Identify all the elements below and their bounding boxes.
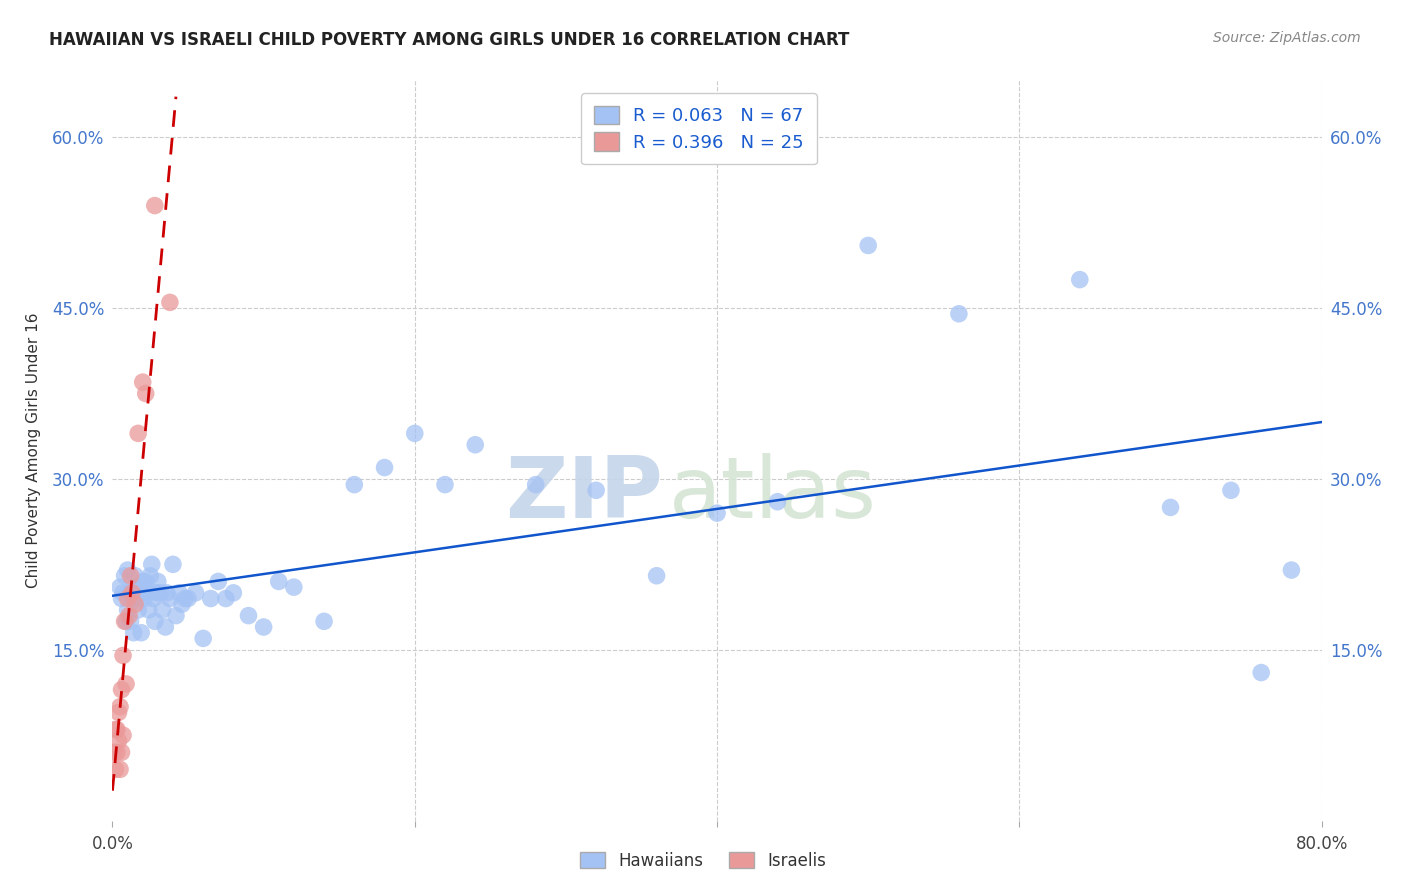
Y-axis label: Child Poverty Among Girls Under 16: Child Poverty Among Girls Under 16 <box>25 313 41 588</box>
Point <box>118 586 141 600</box>
Point <box>645 568 668 582</box>
Point <box>766 494 789 508</box>
Point <box>120 615 142 629</box>
Point <box>1220 483 1243 498</box>
Point <box>105 723 128 737</box>
Point <box>104 763 127 777</box>
Point <box>110 682 132 697</box>
Point <box>103 745 125 759</box>
Point <box>524 477 547 491</box>
Point <box>138 603 160 617</box>
Point <box>105 745 128 759</box>
Point <box>124 597 146 611</box>
Point <box>117 591 139 606</box>
Point <box>162 558 184 572</box>
Point <box>207 574 229 589</box>
Point <box>856 238 880 252</box>
Text: HAWAIIAN VS ISRAELI CHILD POVERTY AMONG GIRLS UNDER 16 CORRELATION CHART: HAWAIIAN VS ISRAELI CHILD POVERTY AMONG … <box>49 31 849 49</box>
Point <box>238 608 260 623</box>
Point <box>215 591 238 606</box>
Point <box>184 586 207 600</box>
Point <box>167 586 190 600</box>
Point <box>706 506 728 520</box>
Point <box>112 728 135 742</box>
Point <box>174 591 197 606</box>
Point <box>200 591 222 606</box>
Point <box>132 574 155 589</box>
Point <box>145 586 167 600</box>
Point <box>159 591 181 606</box>
Text: ZIP: ZIP <box>505 453 662 536</box>
Text: atlas: atlas <box>669 453 877 536</box>
Point <box>127 426 149 441</box>
Point <box>134 591 156 606</box>
Point <box>125 591 148 606</box>
Text: Source: ZipAtlas.com: Source: ZipAtlas.com <box>1213 31 1361 45</box>
Point <box>118 608 141 623</box>
Point <box>1069 272 1091 286</box>
Point <box>124 568 146 582</box>
Point <box>122 625 145 640</box>
Point <box>114 568 136 582</box>
Legend: R = 0.063   N = 67, R = 0.396   N = 25: R = 0.063 N = 67, R = 0.396 N = 25 <box>581 93 817 164</box>
Point <box>120 568 142 582</box>
Point <box>143 615 166 629</box>
Point <box>948 307 970 321</box>
Legend: Hawaiians, Israelis: Hawaiians, Israelis <box>574 846 832 877</box>
Point <box>142 591 165 606</box>
Point <box>191 632 214 646</box>
Point <box>585 483 607 498</box>
Point <box>404 426 426 441</box>
Point <box>149 586 172 600</box>
Point <box>128 580 150 594</box>
Point <box>433 477 456 491</box>
Point <box>112 648 135 663</box>
Point <box>464 438 486 452</box>
Point <box>177 591 200 606</box>
Point <box>283 580 305 594</box>
Point <box>253 620 276 634</box>
Point <box>132 375 155 389</box>
Point <box>104 723 127 737</box>
Point <box>108 763 131 777</box>
Point <box>108 699 131 714</box>
Point <box>115 615 138 629</box>
Point <box>107 734 129 748</box>
Point <box>114 615 136 629</box>
Point <box>165 608 187 623</box>
Point <box>117 563 139 577</box>
Point <box>314 615 336 629</box>
Point <box>127 603 149 617</box>
Point <box>108 580 131 594</box>
Point <box>156 586 179 600</box>
Point <box>135 574 157 589</box>
Point <box>121 591 143 606</box>
Point <box>110 591 132 606</box>
Point <box>150 603 173 617</box>
Point <box>135 386 157 401</box>
Point <box>374 460 396 475</box>
Point <box>107 706 129 720</box>
Point <box>117 603 139 617</box>
Point <box>159 295 181 310</box>
Point <box>139 568 162 582</box>
Point <box>170 597 193 611</box>
Point <box>1279 563 1302 577</box>
Point <box>136 586 159 600</box>
Point <box>1159 500 1181 515</box>
Point <box>129 625 152 640</box>
Point <box>112 586 135 600</box>
Point <box>115 677 138 691</box>
Point <box>110 745 132 759</box>
Point <box>141 558 163 572</box>
Point <box>1250 665 1272 680</box>
Point <box>222 586 245 600</box>
Point <box>146 574 169 589</box>
Point <box>155 620 177 634</box>
Point <box>124 580 146 594</box>
Point <box>267 574 290 589</box>
Point <box>343 477 366 491</box>
Point <box>143 198 166 212</box>
Point <box>121 586 143 600</box>
